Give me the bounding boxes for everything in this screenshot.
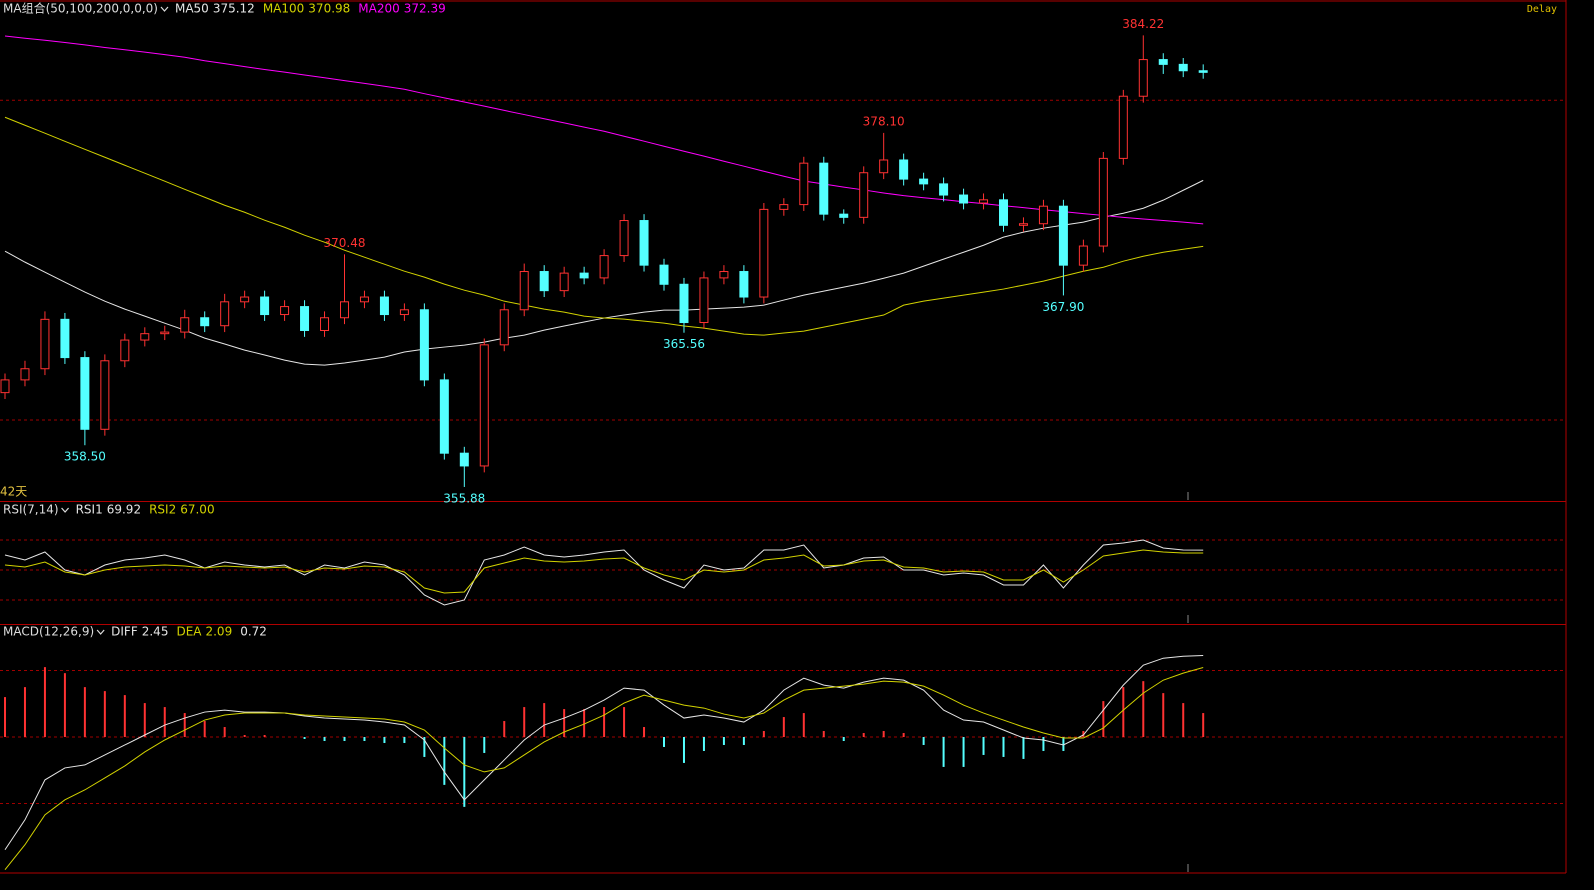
candle-body: [939, 183, 949, 196]
candle-body: [619, 220, 629, 257]
candle-body: [1078, 245, 1088, 266]
indicator-line: [4, 116, 1204, 336]
candle-body: [759, 208, 769, 298]
legend-value: 375.12: [213, 2, 255, 16]
legend-name: RSI2: [149, 503, 176, 517]
candle-body: [659, 264, 669, 285]
candle-body: [679, 283, 689, 324]
legend-name: MA100: [263, 2, 304, 16]
candle-body: [439, 379, 449, 454]
candle-body: [959, 194, 969, 204]
candle-body: [599, 255, 609, 279]
legend-name: DEA: [176, 625, 202, 639]
dropdown-chevron: [61, 507, 70, 513]
legend-name: RSI1: [76, 503, 103, 517]
legend-value: 2.09: [205, 625, 232, 639]
indicator-line: [4, 549, 1204, 594]
candle-body: [20, 368, 30, 381]
extreme-label: 378.10: [863, 114, 905, 128]
legend-name: MA50: [175, 2, 209, 16]
candle-body: [1158, 59, 1168, 65]
candle-body: [120, 339, 130, 362]
candle-body: [180, 317, 190, 333]
candle-body: [639, 220, 649, 266]
candle-body: [339, 301, 349, 319]
panel-title: MACD(12,26,9): [3, 625, 94, 639]
candle-body: [1138, 59, 1148, 97]
candle-body: [799, 162, 809, 206]
candle-body: [999, 199, 1008, 226]
panel-title: RSI(7,14): [3, 503, 59, 517]
candle-body: [379, 296, 389, 316]
legend-value: 0.72: [240, 625, 267, 639]
legend-name: MA200: [358, 2, 399, 16]
candle-body: [359, 296, 369, 303]
candle-body: [1178, 63, 1188, 72]
candle-body: [40, 318, 50, 370]
candle-body: [0, 379, 10, 394]
candle-body: [719, 271, 729, 279]
candle-body: [879, 159, 889, 174]
legend-value: 370.98: [308, 2, 350, 16]
extreme-label: 355.88: [443, 491, 485, 505]
indicator-line: [4, 655, 1204, 850]
candle-body: [579, 272, 589, 279]
candle-body: [220, 301, 230, 327]
legend-value: 372.39: [404, 2, 446, 16]
candle-body: [559, 272, 569, 292]
candle-body: [859, 172, 869, 218]
dropdown-chevron: [160, 6, 169, 12]
candle-body: [60, 318, 70, 359]
status-text: Delay: [1527, 4, 1557, 15]
candle-body: [200, 317, 210, 327]
legend-name: DIFF: [111, 625, 138, 639]
candle-body: [699, 277, 709, 324]
candle-body: [839, 213, 849, 218]
indicator-line: [4, 667, 1204, 870]
candle-body: [1058, 205, 1068, 266]
candle-body: [1038, 205, 1048, 225]
extreme-label: 367.90: [1042, 300, 1084, 314]
extreme-label: 358.50: [64, 450, 106, 464]
extreme-label: 365.56: [663, 337, 705, 351]
candle-body: [479, 344, 489, 467]
candle-body: [1118, 95, 1128, 159]
dropdown-chevron: [96, 629, 105, 635]
candle-body: [100, 360, 110, 430]
extreme-label: 370.48: [323, 236, 365, 250]
legend-value: 69.92: [107, 503, 141, 517]
candle-body: [739, 271, 749, 298]
period-label: 42天: [0, 485, 27, 499]
candle-body: [539, 271, 549, 292]
candle-body: [240, 296, 250, 303]
candle-body: [819, 162, 829, 215]
candle-body: [160, 331, 170, 335]
candle-body: [300, 306, 310, 331]
candle-body: [979, 199, 989, 204]
candle-body: [399, 309, 409, 316]
panel-title: MA组合(50,100,200,0,0,0): [3, 1, 158, 16]
candle-body: [779, 204, 789, 210]
candle-body: [280, 306, 290, 316]
candle-body: [499, 309, 509, 346]
candle-body: [899, 159, 909, 180]
candle-body: [459, 452, 469, 467]
candle-body: [1198, 70, 1208, 73]
candle-body: [80, 357, 90, 430]
candle-body: [1018, 223, 1028, 226]
candle-body: [260, 296, 270, 316]
candle-body: [419, 309, 429, 381]
legend-value: 67.00: [180, 503, 214, 517]
legend-value: 2.45: [142, 625, 169, 639]
candle-body: [1098, 157, 1108, 247]
candle-body: [320, 317, 330, 331]
candle-body: [519, 271, 529, 311]
candle-body: [140, 333, 150, 341]
candle-body: [919, 178, 929, 185]
extreme-label: 384.22: [1122, 17, 1164, 31]
